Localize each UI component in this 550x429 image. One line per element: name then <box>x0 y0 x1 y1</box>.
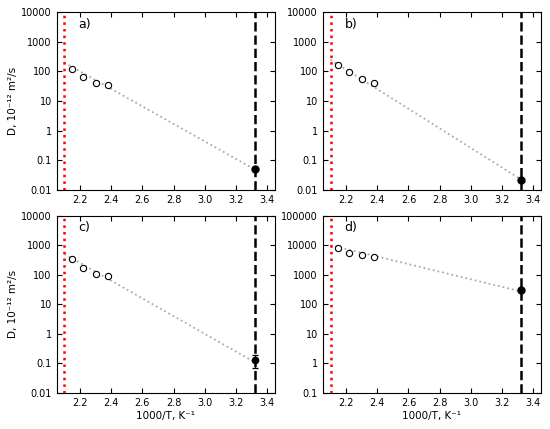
Y-axis label: D, 10⁻¹² m²/s: D, 10⁻¹² m²/s <box>8 270 18 338</box>
Text: b): b) <box>344 18 358 30</box>
X-axis label: 1000/T, K⁻¹: 1000/T, K⁻¹ <box>136 411 195 421</box>
Text: c): c) <box>79 221 90 234</box>
Text: d): d) <box>344 221 358 234</box>
X-axis label: 1000/T, K⁻¹: 1000/T, K⁻¹ <box>403 411 461 421</box>
Text: a): a) <box>79 18 91 30</box>
Y-axis label: D, 10⁻¹² m²/s: D, 10⁻¹² m²/s <box>8 67 18 135</box>
